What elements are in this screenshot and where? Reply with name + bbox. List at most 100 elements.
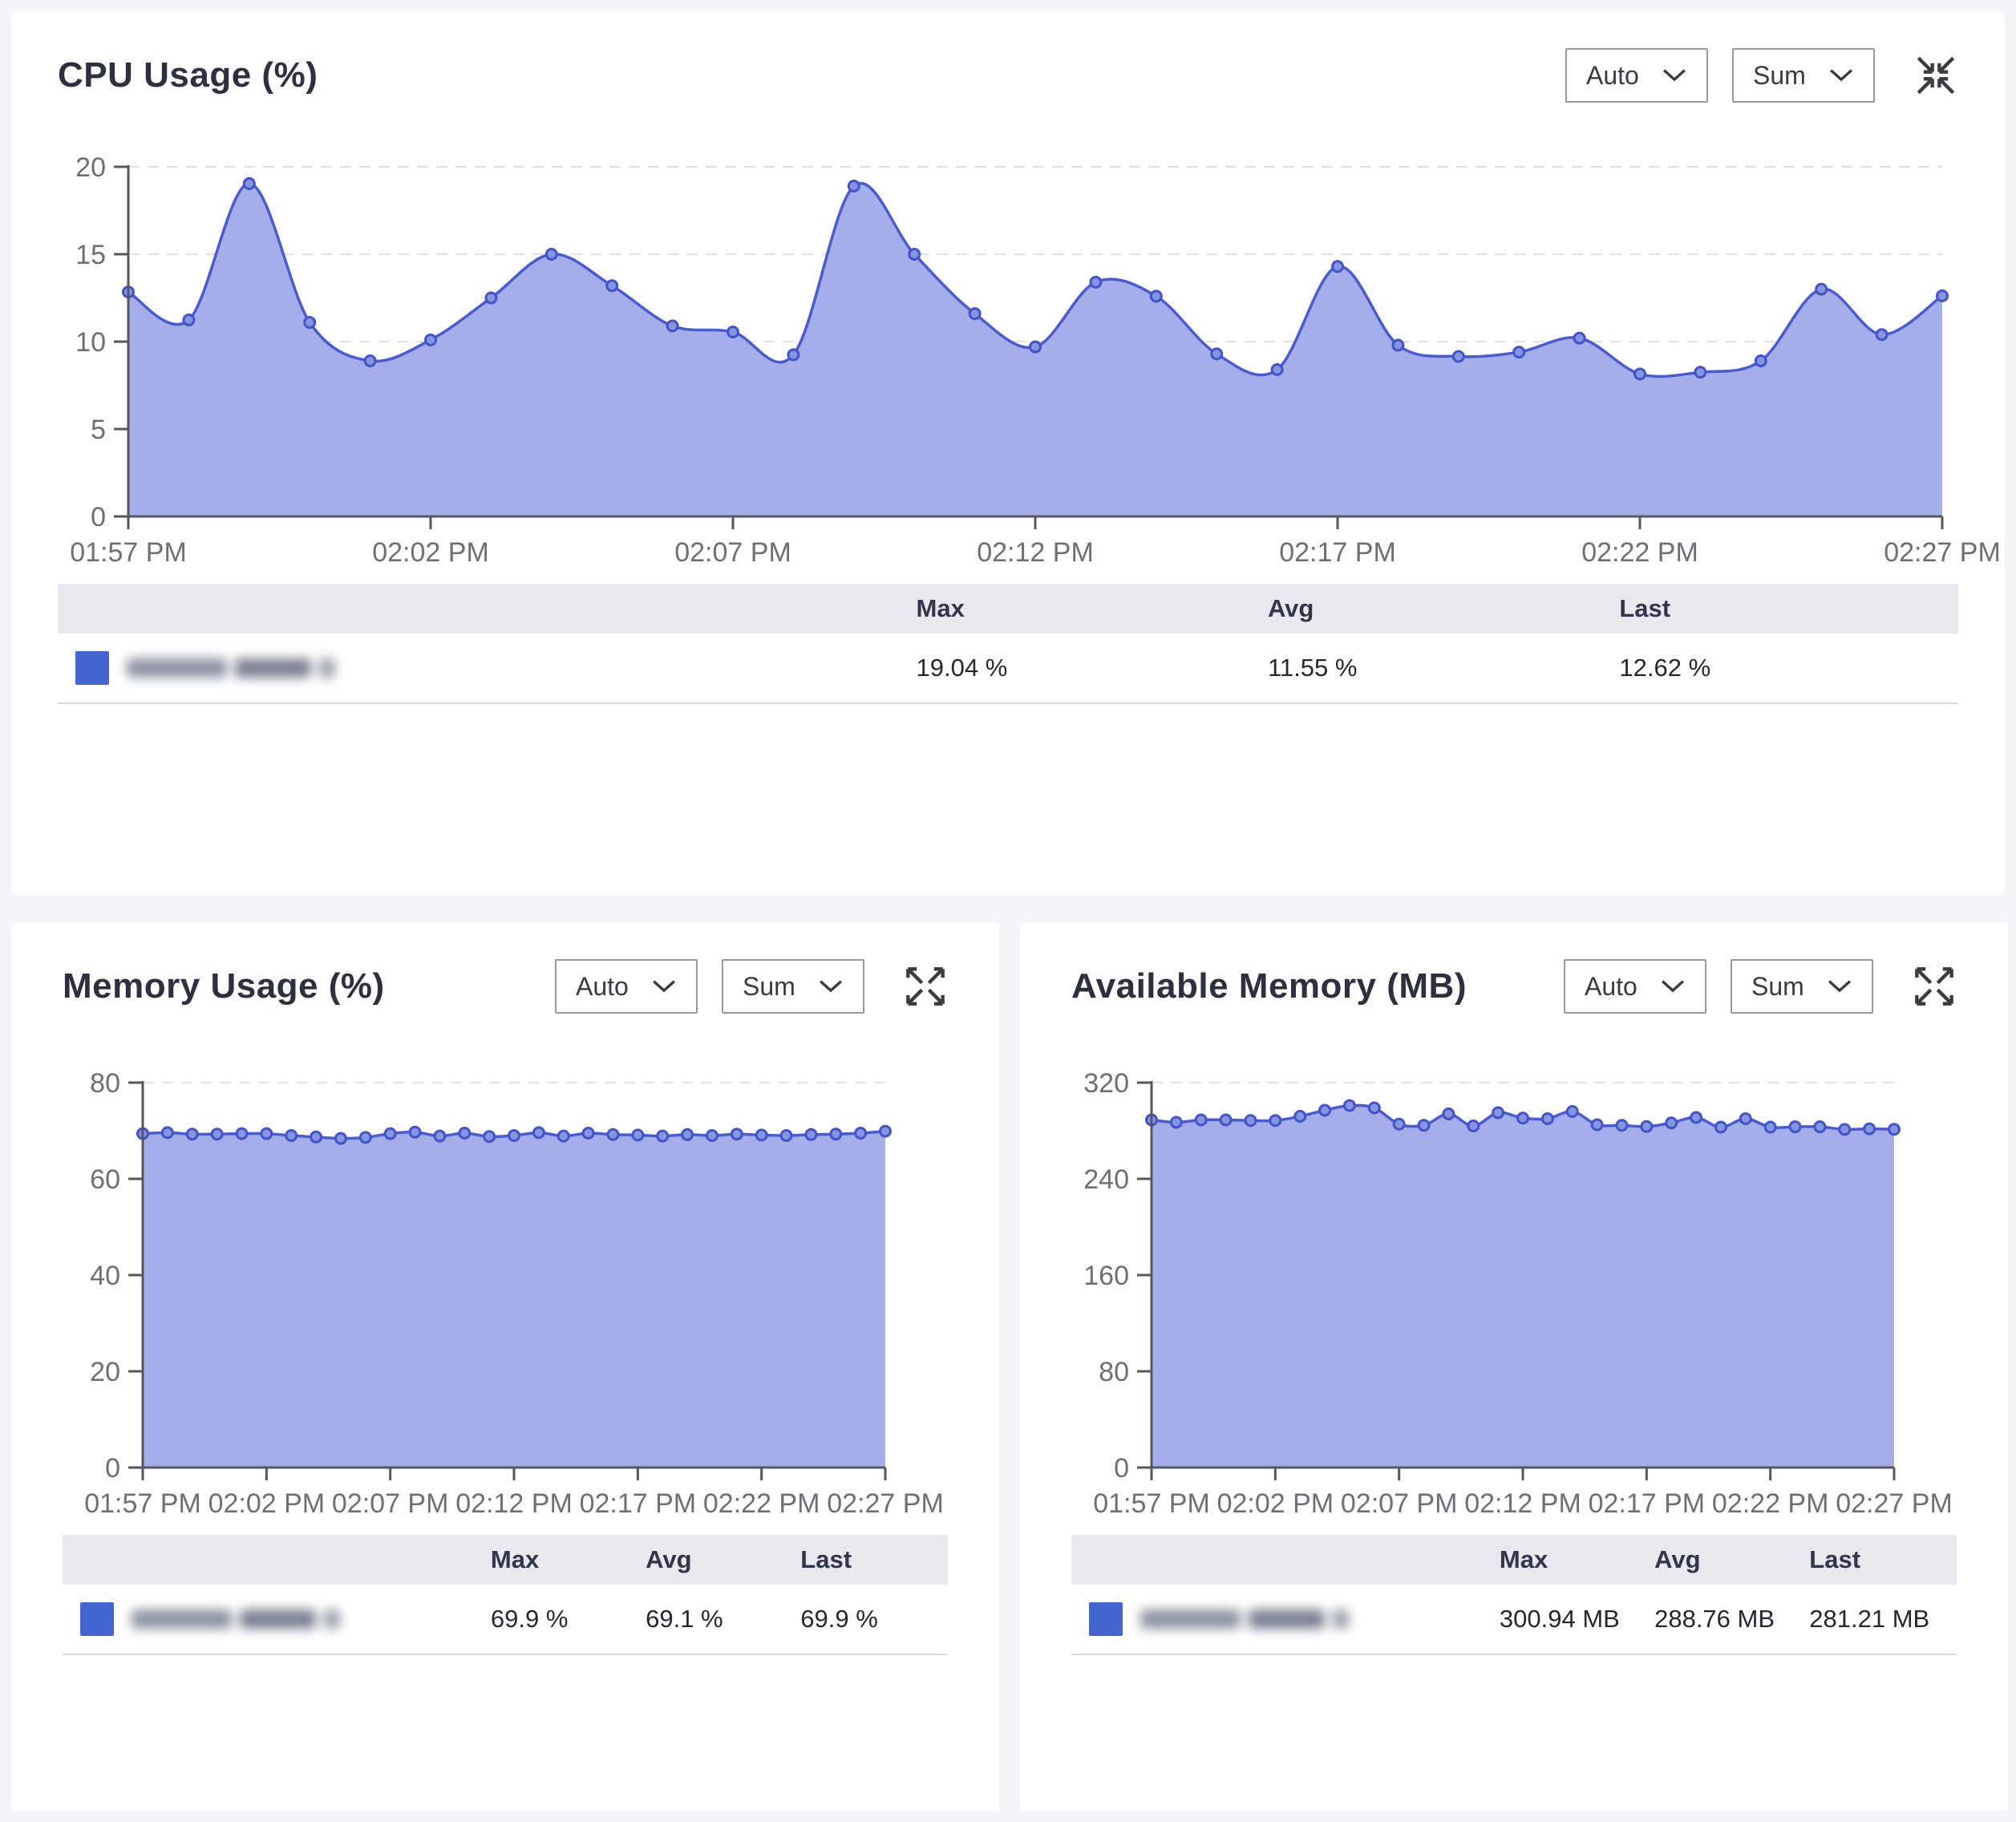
expand-icon (1915, 967, 1953, 1006)
cpu-usage-card: CPU Usage (%) Auto Sum (11, 11, 2005, 895)
memory-chart-area: 0 20 40 60 80 01:57 PM 02:02 PM 02:07 PM 02:12 P… (63, 1054, 948, 1519)
series-label-redacted (132, 1609, 340, 1629)
svg-text:0: 0 (105, 1453, 120, 1484)
legend-header-avg: Avg (646, 1545, 692, 1573)
series-max-value: 19.04 % (916, 654, 1008, 682)
svg-text:0: 0 (1114, 1453, 1129, 1484)
chart-title: Memory Usage (%) (63, 966, 385, 1006)
svg-text:02:27 PM: 02:27 PM (827, 1488, 944, 1519)
series-last-value: 12.62 % (1619, 654, 1711, 682)
collapse-icon (1917, 56, 1955, 95)
svg-text:02:07 PM: 02:07 PM (1341, 1488, 1458, 1519)
svg-text:20: 20 (75, 152, 106, 183)
svg-text:02:22 PM: 02:22 PM (1712, 1488, 1829, 1519)
expand-button[interactable] (903, 964, 948, 1009)
svg-text:02:27 PM: 02:27 PM (1836, 1488, 1953, 1519)
memory-usage-card: Memory Usage (%) Auto Sum (11, 922, 999, 1811)
cpu-chart-controls: Auto Sum (1565, 48, 1958, 103)
aggregation-select-value: Sum (743, 971, 795, 1001)
collapse-button[interactable] (1913, 53, 1958, 98)
legend-header-row: Max Avg Last (1071, 1535, 1957, 1585)
aggregation-select-value: Sum (1753, 60, 1806, 90)
svg-text:02:12 PM: 02:12 PM (977, 537, 1094, 568)
svg-text:10: 10 (75, 327, 106, 358)
chart-title: Available Memory (MB) (1071, 966, 1467, 1006)
cpu-usage-chart[interactable]: 0 5 10 15 20 01:57 PM 02:02 PM 02:07 PM 02:12 PM… (58, 135, 2001, 568)
svg-text:240: 240 (1083, 1164, 1129, 1195)
interval-select-value: Auto (1585, 971, 1637, 1001)
aggregation-select[interactable]: Sum (1731, 959, 1873, 1014)
svg-text:02:07 PM: 02:07 PM (332, 1488, 449, 1519)
svg-text:60: 60 (90, 1164, 120, 1195)
interval-select-value: Auto (1586, 60, 1639, 90)
available-memory-chart-area: 0 80 160 240 320 01:57 PM 02:02 PM 02:07 PM 02:1… (1071, 1054, 1957, 1519)
series-avg-value: 11.55 % (1267, 654, 1358, 682)
svg-text:01:57 PM: 01:57 PM (1093, 1488, 1210, 1519)
series-name-cell (63, 1602, 488, 1636)
chevron-down-icon (1663, 69, 1686, 82)
chevron-down-icon (1830, 69, 1852, 82)
svg-text:01:57 PM: 01:57 PM (84, 1488, 201, 1519)
available-memory-legend-table: Max Avg Last 300.94 MB 288.76 MB 281.21 … (1071, 1535, 1957, 1655)
series-max-value: 300.94 MB (1499, 1605, 1620, 1633)
memory-chart-controls: Auto Sum (555, 959, 948, 1014)
table-row[interactable]: 300.94 MB 288.76 MB 281.21 MB (1071, 1585, 1957, 1655)
series-swatch (1089, 1602, 1123, 1636)
interval-select[interactable]: Auto (1564, 959, 1706, 1014)
aggregation-select[interactable]: Sum (1732, 48, 1875, 103)
series-last-value: 281.21 MB (1809, 1605, 1930, 1633)
legend-header-max: Max (1499, 1545, 1548, 1573)
svg-text:02:17 PM: 02:17 PM (1279, 537, 1396, 568)
svg-text:02:12 PM: 02:12 PM (1464, 1488, 1581, 1519)
series-avg-value: 69.1 % (646, 1605, 723, 1633)
aggregation-select-value: Sum (1751, 971, 1804, 1001)
expand-button[interactable] (1912, 964, 1957, 1009)
svg-text:02:17 PM: 02:17 PM (1589, 1488, 1706, 1519)
svg-text:40: 40 (90, 1261, 120, 1291)
svg-text:02:12 PM: 02:12 PM (455, 1488, 573, 1519)
cpu-legend-table: Max Avg Last 19.04 % 11.55 % 12.62 % (58, 584, 1958, 704)
available-memory-chart-controls: Auto Sum (1564, 959, 1957, 1014)
legend-header-last: Last (1619, 594, 1671, 622)
svg-text:320: 320 (1083, 1068, 1129, 1099)
legend-header-max: Max (916, 594, 965, 622)
interval-select[interactable]: Auto (555, 959, 698, 1014)
svg-text:5: 5 (91, 415, 106, 445)
legend-header-avg: Avg (1267, 594, 1314, 622)
svg-text:80: 80 (1099, 1357, 1129, 1387)
svg-text:160: 160 (1083, 1261, 1129, 1291)
legend-header-avg: Avg (1654, 1545, 1701, 1573)
chevron-down-icon (653, 980, 675, 993)
svg-text:01:57 PM: 01:57 PM (70, 537, 187, 568)
interval-select[interactable]: Auto (1565, 48, 1708, 103)
series-name-cell (58, 651, 913, 685)
available-memory-card-header: Available Memory (MB) Auto Sum (1071, 922, 1957, 1014)
svg-text:02:22 PM: 02:22 PM (703, 1488, 820, 1519)
series-name-cell (1071, 1602, 1496, 1636)
interval-select-value: Auto (576, 971, 629, 1001)
memory-usage-chart[interactable]: 0 20 40 60 80 01:57 PM 02:02 PM 02:07 PM 02:12 P… (63, 1054, 948, 1519)
aggregation-select[interactable]: Sum (722, 959, 864, 1014)
available-memory-card: Available Memory (MB) Auto Sum (1020, 922, 2008, 1811)
table-row[interactable]: 19.04 % 11.55 % 12.62 % (58, 634, 1958, 704)
series-swatch (75, 651, 109, 685)
cpu-chart-area: 0 5 10 15 20 01:57 PM 02:02 PM 02:07 PM 02:12 PM… (58, 135, 2001, 568)
svg-text:15: 15 (75, 240, 106, 270)
svg-text:02:22 PM: 02:22 PM (1581, 537, 1698, 568)
svg-text:02:27 PM: 02:27 PM (1884, 537, 2001, 568)
svg-text:80: 80 (90, 1068, 120, 1099)
series-max-value: 69.9 % (490, 1605, 569, 1633)
series-label-redacted (1140, 1609, 1349, 1629)
series-label-redacted (127, 658, 335, 678)
chevron-down-icon (1828, 980, 1851, 993)
series-swatch (80, 1602, 114, 1636)
cpu-card-header: CPU Usage (%) Auto Sum (58, 11, 1958, 103)
table-row[interactable]: 69.9 % 69.1 % 69.9 % (63, 1585, 948, 1655)
chevron-down-icon (820, 980, 842, 993)
legend-header-last: Last (800, 1545, 852, 1573)
legend-header-row: Max Avg Last (58, 584, 1958, 634)
svg-text:0: 0 (91, 502, 106, 532)
page-title: CPU Usage (%) (58, 55, 318, 95)
